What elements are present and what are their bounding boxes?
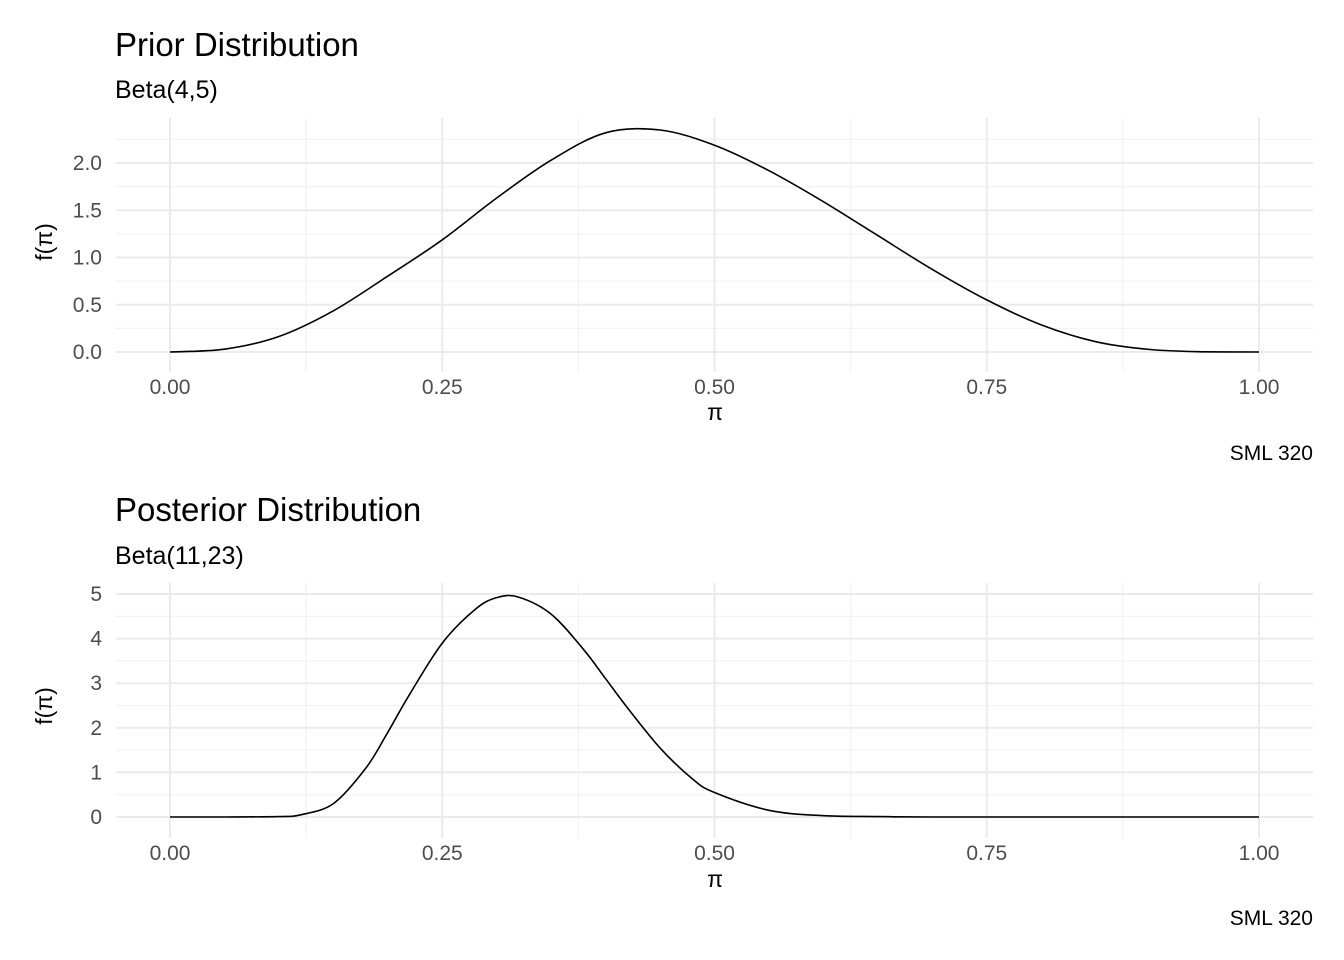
posterior-y-tick-label: 3 bbox=[90, 672, 102, 695]
posterior-x-tick-label: 0.50 bbox=[694, 842, 735, 865]
prior-caption: SML 320 bbox=[1230, 442, 1313, 465]
posterior-y-tick-labels: 0 1 2 3 4 5 bbox=[90, 583, 102, 829]
prior-chart-title: Prior Distribution bbox=[115, 26, 359, 63]
prior-y-tick-label: 2.0 bbox=[73, 152, 102, 175]
prior-y-tick-label: 1.5 bbox=[73, 199, 102, 222]
posterior-x-tick-label: 0.00 bbox=[150, 842, 191, 865]
posterior-chart-subtitle: Beta(11,23) bbox=[115, 542, 244, 570]
posterior-y-tick-label: 5 bbox=[90, 583, 102, 606]
prior-x-tick-label: 1.00 bbox=[1239, 376, 1280, 399]
posterior-chart-title: Posterior Distribution bbox=[115, 491, 421, 528]
posterior-y-tick-label: 4 bbox=[90, 628, 102, 651]
posterior-y-axis-label: f(π) bbox=[31, 687, 57, 725]
posterior-caption: SML 320 bbox=[1230, 907, 1313, 930]
prior-y-tick-label: 0.0 bbox=[73, 341, 102, 364]
posterior-y-tick-label: 0 bbox=[90, 806, 102, 829]
posterior-x-tick-label: 1.00 bbox=[1239, 842, 1280, 865]
prior-x-tick-label: 0.00 bbox=[150, 376, 191, 399]
prior-chart-subtitle: Beta(4,5) bbox=[115, 76, 218, 104]
posterior-gridlines bbox=[116, 583, 1313, 838]
prior-x-tick-label: 0.75 bbox=[966, 376, 1007, 399]
prior-y-tick-label: 0.5 bbox=[73, 294, 102, 317]
prior-x-axis-label: π bbox=[707, 399, 723, 425]
posterior-distribution-panel: Posterior Distribution Beta(11,23) 0 1 2 3 4… bbox=[31, 491, 1313, 930]
prior-x-tick-labels: 0.00 0.25 0.50 0.75 1.00 bbox=[150, 376, 1280, 399]
posterior-y-tick-label: 1 bbox=[90, 761, 102, 784]
prior-y-axis-label: f(π) bbox=[31, 223, 57, 261]
posterior-x-tick-label: 0.75 bbox=[966, 842, 1007, 865]
prior-density-curve bbox=[169, 127, 1260, 353]
prior-y-tick-labels: 0.0 0.5 1.0 1.5 2.0 bbox=[73, 152, 102, 364]
posterior-x-tick-labels: 0.00 0.25 0.50 0.75 1.00 bbox=[150, 842, 1280, 865]
prior-y-tick-label: 1.0 bbox=[73, 247, 102, 270]
prior-x-tick-label: 0.25 bbox=[422, 376, 463, 399]
posterior-density-curve bbox=[170, 594, 1259, 818]
posterior-y-tick-label: 2 bbox=[90, 717, 102, 740]
prior-x-tick-label: 0.50 bbox=[694, 376, 735, 399]
prior-distribution-panel: Prior Distribution Beta(4,5) 0.0 0.5 1.0 1.… bbox=[31, 26, 1313, 465]
posterior-x-axis-label: π bbox=[707, 866, 723, 892]
posterior-x-tick-label: 0.25 bbox=[422, 842, 463, 865]
prior-gridlines bbox=[116, 118, 1313, 372]
